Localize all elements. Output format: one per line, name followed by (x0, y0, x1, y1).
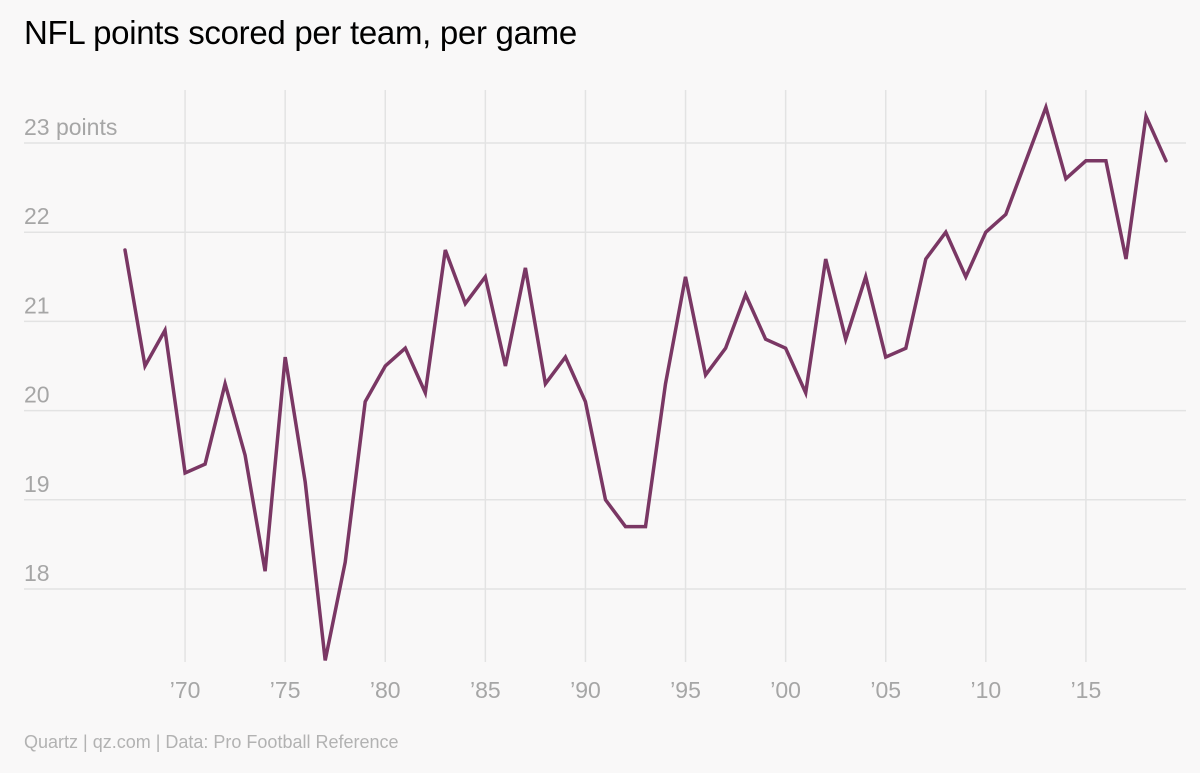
data-point (644, 525, 647, 528)
y-tick-label: 20 (24, 382, 50, 408)
data-point (1024, 159, 1027, 162)
x-tick-label: ’90 (570, 677, 601, 703)
x-tick-label: ’80 (370, 677, 401, 703)
data-point (564, 356, 567, 359)
data-point (424, 391, 427, 394)
data-point (224, 382, 227, 385)
x-tick-label: ’95 (670, 677, 701, 703)
data-point (1124, 257, 1127, 260)
data-point (804, 391, 807, 394)
data-point (624, 525, 627, 528)
data-point (1044, 106, 1047, 109)
data-point (964, 275, 967, 278)
x-tick-label: ’15 (1071, 677, 1102, 703)
series-line (123, 101, 1168, 661)
data-point (244, 454, 247, 457)
y-tick-label: 22 (24, 203, 50, 229)
data-point (664, 382, 667, 385)
data-point (464, 302, 467, 305)
data-point (404, 347, 407, 350)
data-point (764, 338, 767, 341)
data-point (364, 400, 367, 403)
x-tick-label: ’85 (470, 677, 501, 703)
data-point (704, 373, 707, 376)
x-tick-label: ’70 (170, 677, 201, 703)
data-point (884, 356, 887, 359)
y-tick-label: 23 points (24, 114, 117, 140)
data-point (163, 329, 166, 332)
y-tick-label: 19 (24, 471, 50, 497)
data-point (1104, 159, 1107, 162)
data-point (324, 659, 327, 662)
x-tick-label: ’10 (970, 677, 1001, 703)
y-tick-label: 18 (24, 560, 50, 586)
source-credit: Quartz | qz.com | Data: Pro Football Ref… (24, 732, 399, 752)
vertical-gridlines (184, 90, 1087, 662)
data-point (123, 248, 126, 251)
data-point (284, 356, 287, 359)
data-point (824, 257, 827, 260)
data-point (1144, 115, 1147, 118)
y-axis-labels: 23 points 22 21 20 19 18 (24, 114, 117, 586)
data-point (524, 266, 527, 269)
data-point (724, 347, 727, 350)
horizontal-gridlines (24, 142, 1186, 590)
data-point (484, 275, 487, 278)
x-tick-label: ’05 (870, 677, 901, 703)
data-point (784, 347, 787, 350)
data-point (344, 561, 347, 564)
data-point (584, 400, 587, 403)
data-point (924, 257, 927, 260)
data-point (544, 382, 547, 385)
data-point (184, 471, 187, 474)
x-tick-label: ’00 (770, 677, 801, 703)
data-point (1004, 213, 1007, 216)
data-point (944, 231, 947, 234)
data-point (984, 231, 987, 234)
x-axis-labels: ’70 ’75 ’80 ’85 ’90 ’95 ’00 ’05 ’10 ’15 (170, 677, 1102, 703)
data-point (864, 275, 867, 278)
data-point (904, 347, 907, 350)
x-tick-label: ’75 (270, 677, 301, 703)
data-series (123, 101, 1168, 662)
data-point (143, 364, 146, 367)
data-point (384, 364, 387, 367)
data-point (204, 463, 207, 466)
y-tick-label: 21 (24, 292, 50, 318)
data-point (304, 480, 307, 483)
data-point (844, 338, 847, 341)
chart-title: NFL points scored per team, per game (24, 14, 577, 51)
data-point (744, 293, 747, 296)
data-point (684, 275, 687, 278)
data-point (1084, 159, 1087, 162)
data-point (1164, 159, 1167, 162)
data-point (604, 498, 607, 501)
data-point (1064, 177, 1067, 180)
data-point (504, 364, 507, 367)
data-point (264, 570, 267, 573)
data-point (444, 248, 447, 251)
